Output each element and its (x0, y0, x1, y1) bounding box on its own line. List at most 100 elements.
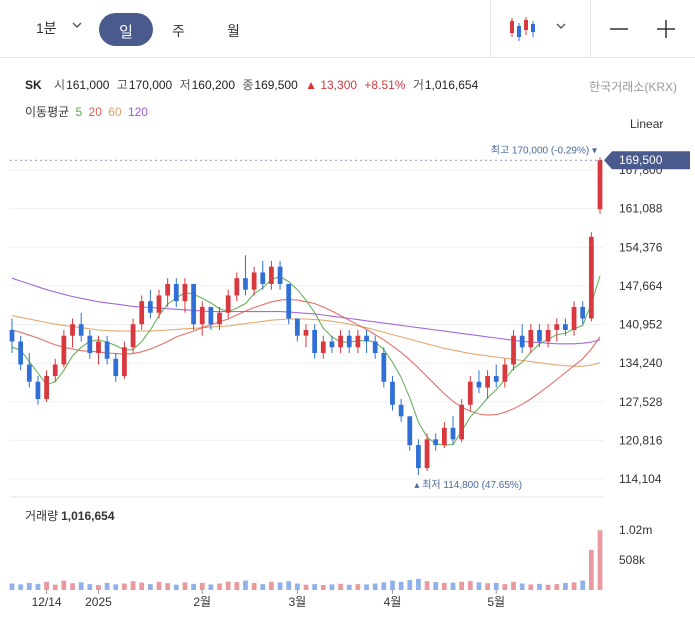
low-value: 160,200 (191, 78, 236, 92)
volume-bar (277, 582, 283, 590)
candle (26, 352, 32, 388)
candle (70, 318, 75, 348)
volume-bar (234, 582, 240, 590)
candle (563, 318, 568, 336)
candle-body (234, 278, 240, 296)
x-tick-label: 3월 (288, 595, 306, 609)
candle (191, 283, 196, 330)
high-label: 고 (116, 78, 128, 92)
candle-body (346, 335, 352, 348)
candle (398, 399, 404, 423)
volume-bar (467, 581, 473, 590)
candle (467, 376, 473, 411)
candlestick-type-icon[interactable] (508, 15, 538, 43)
volume-bar (493, 582, 499, 590)
y-tick-label: 140,952 (619, 318, 663, 332)
candle-body (277, 266, 283, 284)
zoom-in-icon[interactable] (655, 18, 677, 40)
candle (355, 329, 361, 353)
candle (580, 301, 586, 325)
volume-bar (502, 584, 508, 590)
candle (251, 266, 257, 296)
candle (234, 272, 240, 302)
chevron-down-icon[interactable] (556, 22, 566, 30)
x-tick-label: 2025 (85, 595, 112, 609)
candle (571, 301, 577, 336)
moving-average-legend[interactable]: 이동평균 5 20 60 120 (25, 103, 148, 120)
volume-bar (147, 584, 153, 590)
ma-legend-title: 이동평균 (25, 105, 70, 119)
candle-body (52, 364, 58, 377)
y-tick-label: 147,664 (619, 279, 663, 293)
candle (459, 399, 465, 443)
candle (243, 255, 248, 296)
x-tick-label: 5월 (487, 595, 505, 609)
candle-body (96, 341, 101, 353)
candle-body (286, 283, 292, 319)
candle-body (44, 376, 49, 400)
volume-bar (191, 583, 196, 590)
volume-bar (18, 584, 24, 590)
candle (122, 341, 127, 379)
candle-body (519, 335, 525, 348)
change-value: 13,300 (320, 78, 358, 92)
volume-bar (260, 584, 266, 590)
candle (156, 289, 162, 319)
tab-monthly[interactable]: 월 (227, 23, 240, 39)
volume-bar (381, 582, 387, 590)
tab-daily[interactable]: 일 (99, 13, 153, 46)
candle (312, 324, 318, 359)
candle-body (381, 352, 387, 382)
candle-body (217, 312, 222, 325)
candle (147, 289, 153, 319)
candle-body (35, 381, 41, 400)
volume-bar (182, 582, 188, 590)
volume-bar (217, 583, 222, 590)
current-price-tag (604, 151, 690, 170)
scale-mode-button[interactable]: Linear (630, 117, 664, 131)
volume-bar (44, 581, 49, 590)
volume-bar (390, 580, 395, 590)
volume-bar (122, 583, 127, 590)
y-tick-label: 134,240 (619, 356, 663, 370)
zoom-out-icon[interactable] (608, 18, 630, 40)
candle (441, 422, 447, 448)
volume-bar (424, 581, 430, 590)
candle-body (87, 335, 93, 353)
candle-body (251, 272, 257, 290)
candle-body (294, 318, 300, 336)
candle-body (18, 341, 24, 365)
volume-bar (9, 583, 15, 590)
candle (260, 260, 266, 290)
candle (61, 329, 67, 368)
close-value: 169,500 (254, 78, 298, 92)
symbol: SK (25, 78, 42, 92)
volume-bar (139, 582, 145, 590)
candle-body (467, 381, 473, 405)
y-tick-label: 161,088 (619, 202, 663, 216)
candle (537, 324, 542, 348)
candle-body (122, 347, 127, 377)
chevron-down-icon[interactable] (72, 21, 82, 29)
candle-body (260, 272, 266, 284)
candle-body (173, 283, 179, 302)
candle-body (156, 295, 162, 313)
volume-bar (156, 581, 162, 590)
candle (338, 329, 343, 353)
candle-body (597, 160, 603, 210)
toolbar-divider (590, 0, 591, 57)
candle-body (355, 335, 361, 348)
ma-line-20 (11, 298, 601, 416)
interval-selector[interactable]: 1분 (36, 20, 57, 36)
tab-weekly[interactable]: 주 (172, 23, 185, 39)
volume-bar (70, 583, 75, 590)
candle-body (450, 427, 456, 440)
volume-bar (355, 584, 361, 590)
volume-value: 1,016,654 (424, 78, 479, 92)
volume-bar (545, 584, 551, 590)
candle (346, 329, 352, 353)
volume-bar (104, 582, 110, 590)
chart-toolbar: 1분 일 주 월 (0, 0, 695, 58)
volume-bar (96, 585, 101, 590)
